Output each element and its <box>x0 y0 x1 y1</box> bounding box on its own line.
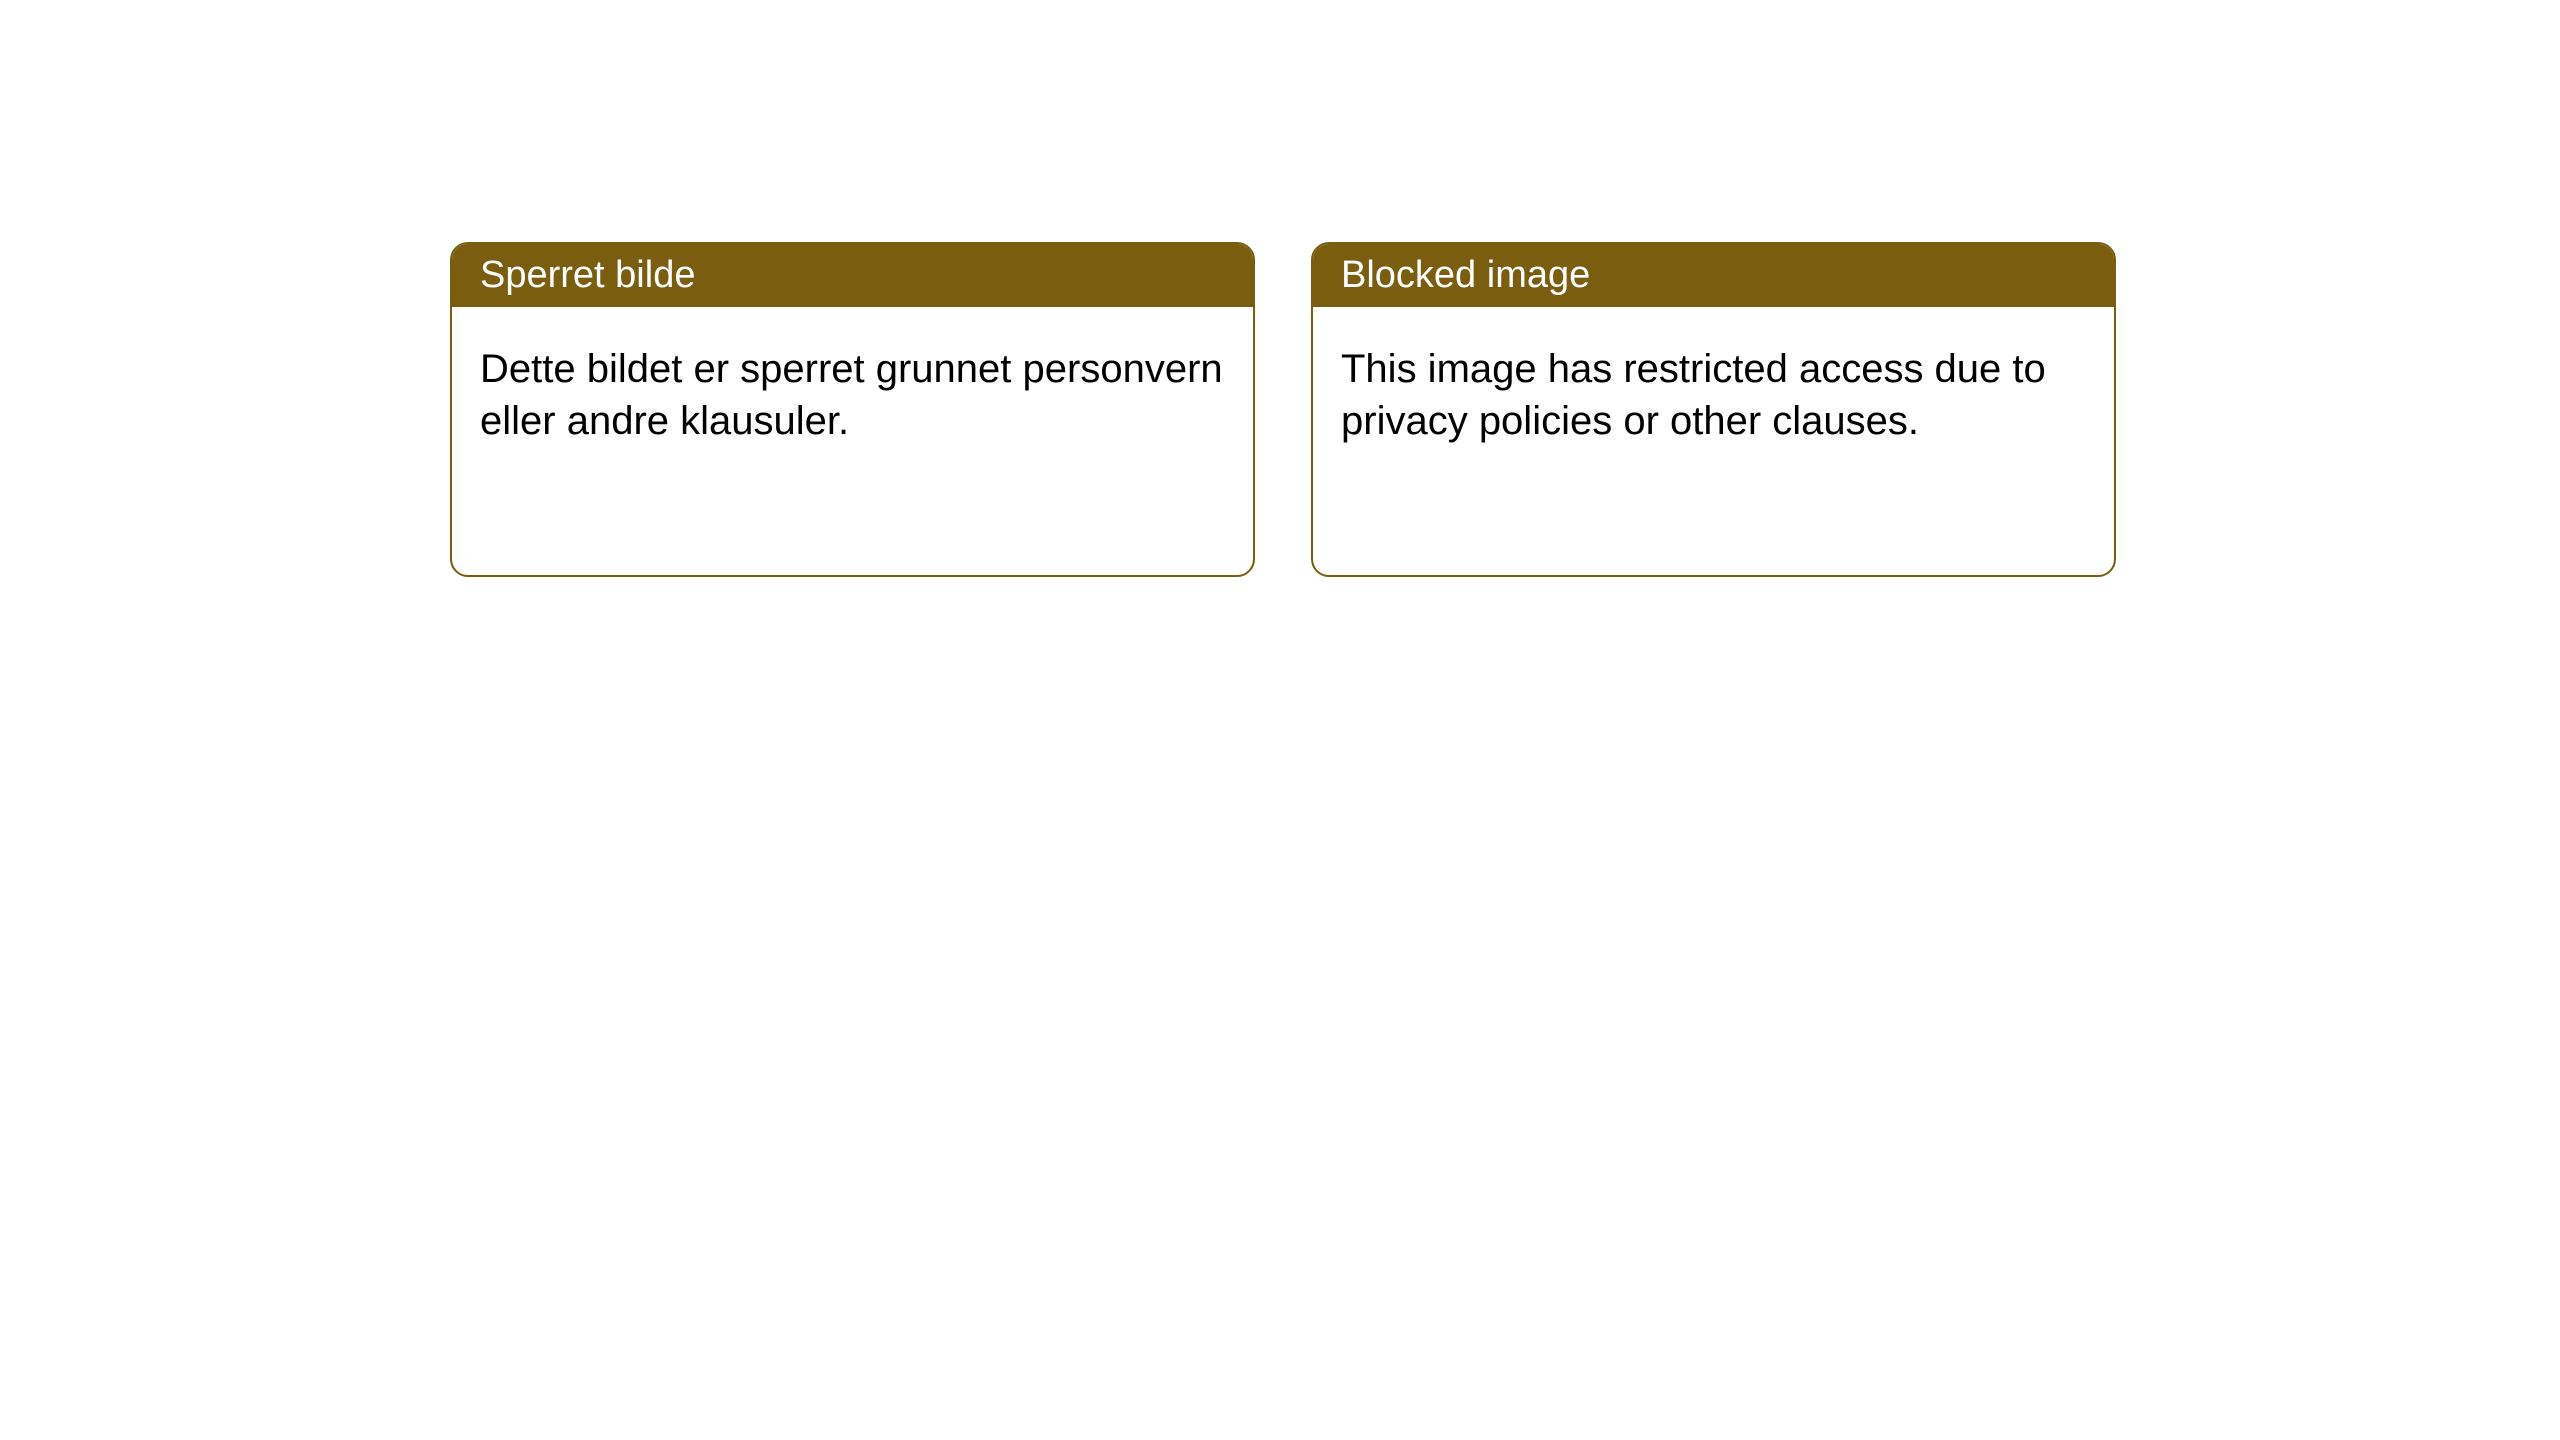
blocked-image-card-norwegian: Sperret bilde Dette bildet er sperret gr… <box>450 242 1255 577</box>
card-body-text: Dette bildet er sperret grunnet personve… <box>452 307 1253 483</box>
card-title: Blocked image <box>1313 244 2114 307</box>
card-title: Sperret bilde <box>452 244 1253 307</box>
blocked-image-card-english: Blocked image This image has restricted … <box>1311 242 2116 577</box>
notice-cards-container: Sperret bilde Dette bildet er sperret gr… <box>0 0 2560 577</box>
card-body-text: This image has restricted access due to … <box>1313 307 2114 483</box>
